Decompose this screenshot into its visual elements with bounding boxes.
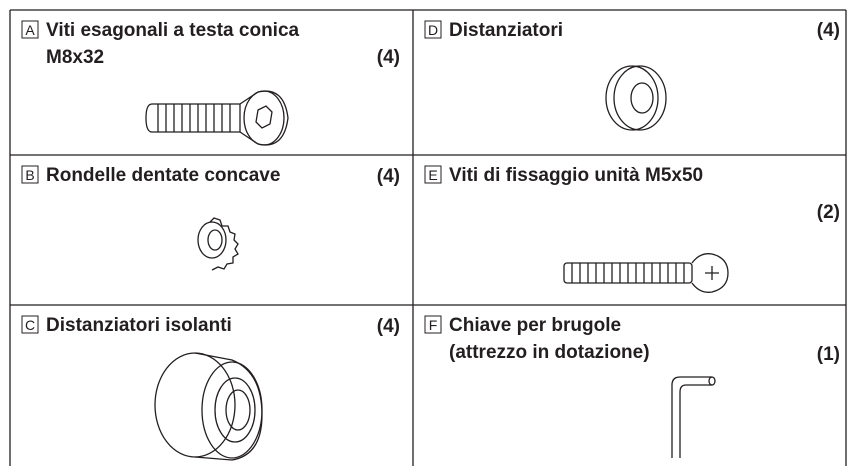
letter-box: [21, 20, 39, 39]
toothed-washer-b: [197, 217, 239, 271]
screw-a: [145, 90, 289, 146]
item-name: Distanziatori isolanti: [46, 315, 232, 336]
letter: A: [25, 22, 35, 38]
letter-box: [424, 165, 442, 184]
letter: E: [428, 167, 437, 183]
quantity: (4): [817, 20, 840, 41]
letter-box: [424, 315, 442, 334]
washer-d: [605, 65, 667, 131]
letter: B: [25, 167, 34, 183]
spacer-c: [154, 352, 263, 461]
quantity: (4): [377, 47, 400, 68]
allen-key-f: [671, 376, 716, 458]
quantity: (4): [377, 316, 400, 337]
item-name: Chiave per brugole: [449, 315, 621, 336]
item-name: Distanziatori: [449, 20, 563, 41]
screw-e: [563, 253, 729, 293]
item-name: Viti esagonali a testa conica: [46, 20, 300, 41]
item-name: M8x32: [46, 47, 104, 68]
item-name: Viti di fissaggio unità M5x50: [449, 165, 703, 186]
letter-box: [21, 165, 39, 184]
item-name: (attrezzo in dotazione): [449, 342, 650, 363]
quantity: (1): [817, 344, 840, 365]
drawings: [145, 65, 729, 461]
letter: F: [429, 317, 438, 333]
letter: C: [25, 317, 35, 333]
letter: D: [428, 22, 438, 38]
item-name: Rondelle dentate concave: [46, 165, 280, 186]
letter-box: [21, 315, 39, 334]
quantity: (2): [817, 202, 840, 223]
quantity: (4): [377, 166, 400, 187]
grid: [9, 9, 847, 466]
letter-box: [424, 20, 442, 39]
